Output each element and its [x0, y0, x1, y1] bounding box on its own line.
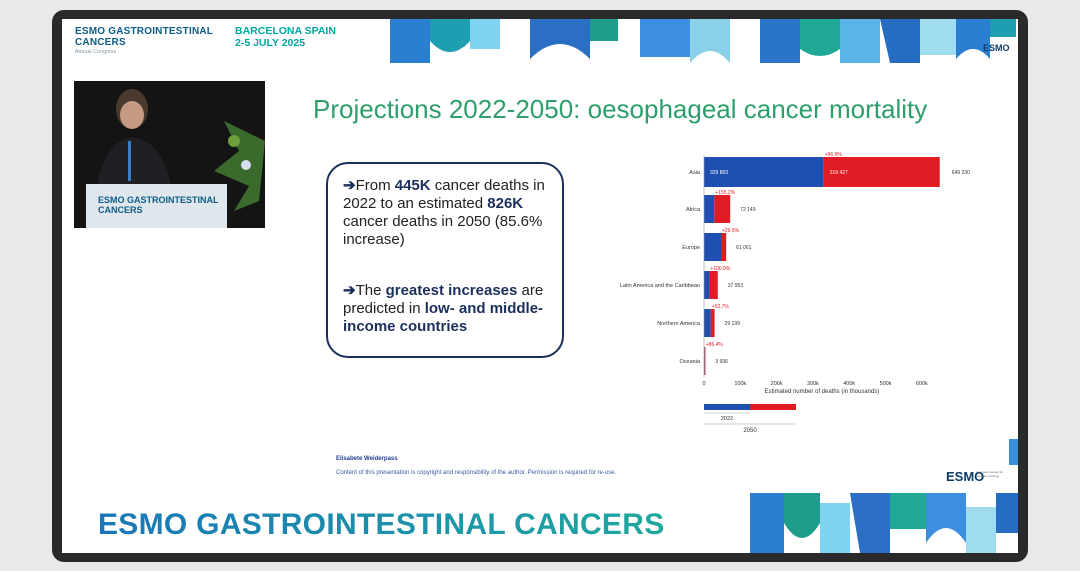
esmo-footer-subtitle: european society for medical oncology [976, 470, 1004, 478]
x-tick-label: 400k [843, 381, 855, 387]
x-tick-label: 200k [771, 381, 783, 387]
bar-2050-increase [720, 233, 727, 261]
presentation-screen: ESMO GASTROINTESTINAL CANCERS Annual Con… [62, 19, 1018, 553]
legend-label-2022: 2022 [721, 416, 733, 422]
copyright-notice: Content of this presentation is copyrigh… [336, 470, 617, 476]
finding-1: ➔From 445K cancer deaths in 2022 to an e… [343, 177, 563, 249]
esmo-footer-logo: ESMO [946, 469, 985, 484]
esmo-logo: ESMO [983, 43, 1010, 53]
total-label: 37 953 [728, 283, 744, 289]
finding-2: ➔The greatest increases are predicted in… [343, 282, 563, 336]
total-label: 72 149 [740, 207, 756, 213]
mortality-bar-chart: Asia 649 230 +96.9% 329 803 319 427 Africa 72 … [620, 152, 970, 434]
change-label: +86.4% [706, 342, 724, 348]
bar-2050-increase [704, 347, 706, 375]
category-label: Oceania [680, 359, 701, 365]
conference-name-line2: CANCERS [75, 37, 126, 48]
arrow-icon: ➔ [343, 282, 356, 299]
change-label: +29.5% [722, 228, 740, 234]
bar-2022 [704, 157, 824, 187]
finding-1-text-c: cancer deaths in 2022 to an estimated [343, 177, 545, 212]
speaker-figure [74, 81, 265, 228]
bar-2022 [704, 195, 715, 223]
podium: ESMO GASTROINTESTINAL CANCERS [86, 184, 227, 228]
conference-location: BARCELONA SPAIN 2-5 JULY 2025 [235, 25, 336, 49]
bar-increase-label: 319 427 [830, 170, 848, 176]
dates-text: 2-5 JULY 2025 [235, 37, 306, 49]
bar-2022-label: 329 803 [710, 170, 728, 176]
legend-swatch-2022 [704, 404, 750, 410]
bar-2022 [704, 309, 711, 337]
speaker-video: ESMO GASTROINTESTINAL CANCERS [74, 81, 265, 228]
finding-1-text-a: From [355, 177, 395, 194]
finding-2-emphasis-2: low- and middle-income countries [343, 300, 544, 335]
change-label: +155.2% [715, 190, 735, 196]
conference-subtitle: Annual Congress [75, 49, 117, 55]
bar-2022 [704, 233, 721, 261]
conference-banner-text: ESMO GASTROINTESTINAL CANCERS [98, 508, 665, 541]
bar-2022 [704, 271, 710, 299]
x-tick-label: 0 [702, 381, 705, 387]
finding-1-text-e: cancer deaths in 2050 (85.6% increase) [343, 213, 543, 248]
legend-swatch-2050 [750, 404, 796, 410]
x-tick-label: 600k [916, 381, 928, 387]
total-label: 3 936 [715, 359, 728, 365]
total-label: 61 061 [736, 245, 752, 251]
change-label: +96.9% [825, 152, 843, 158]
decorative-tab [1009, 439, 1018, 465]
arrow-icon: ➔ [343, 177, 356, 194]
finding-2-text-a: The [355, 282, 386, 299]
x-axis-label: Estimated number of deaths (in thousands… [765, 389, 880, 395]
slide-title: Projections 2022-2050: oesophageal cance… [313, 94, 928, 124]
total-label: 649 230 [952, 170, 970, 176]
finding-2-emphasis-1: greatest increases [385, 282, 518, 299]
category-label: Northern America [657, 321, 701, 327]
change-label: +100.9% [710, 266, 730, 272]
category-label: Asia [689, 170, 701, 176]
total-label: 29 199 [725, 321, 741, 327]
location-text: BARCELONA SPAIN [235, 25, 336, 37]
category-label: Europe [682, 245, 700, 251]
category-label: Africa [686, 207, 701, 213]
author-name: Elisabete Weiderpass [336, 456, 398, 462]
bar-2050-increase [714, 195, 731, 223]
bar-2022 [704, 347, 705, 375]
change-label: +52.7% [712, 304, 730, 310]
finding-1-value-2050: 826K [487, 195, 524, 212]
category-label: Latin America and the Caribbean [620, 283, 700, 289]
key-findings-box: ➔From 445K cancer deaths in 2022 to an e… [326, 162, 564, 358]
conference-name-line1: ESMO GASTROINTESTINAL [75, 26, 214, 37]
finding-1-value-2022: 445K [394, 177, 431, 194]
x-tick-label: 100k [734, 381, 746, 387]
decorative-pattern-bottom [750, 493, 1018, 553]
bar-2050-increase [710, 309, 715, 337]
decorative-pattern-top [390, 19, 1016, 63]
podium-text-line1: ESMO GASTROINTESTINAL [98, 195, 219, 205]
bar-2050-increase [823, 157, 940, 187]
finding-2-text-c: are predicted in [343, 282, 544, 317]
x-tick-label: 300k [807, 381, 819, 387]
bar-2050-increase [709, 271, 718, 299]
conference-banner: ESMO GASTROINTESTINAL CANCERS [98, 508, 665, 542]
x-tick-label: 500k [880, 381, 892, 387]
conference-logo: ESMO GASTROINTESTINAL CANCERS Annual Con… [75, 26, 213, 56]
legend-label-2050: 2050 [743, 428, 757, 434]
podium-text-line2: CANCERS [98, 205, 143, 215]
